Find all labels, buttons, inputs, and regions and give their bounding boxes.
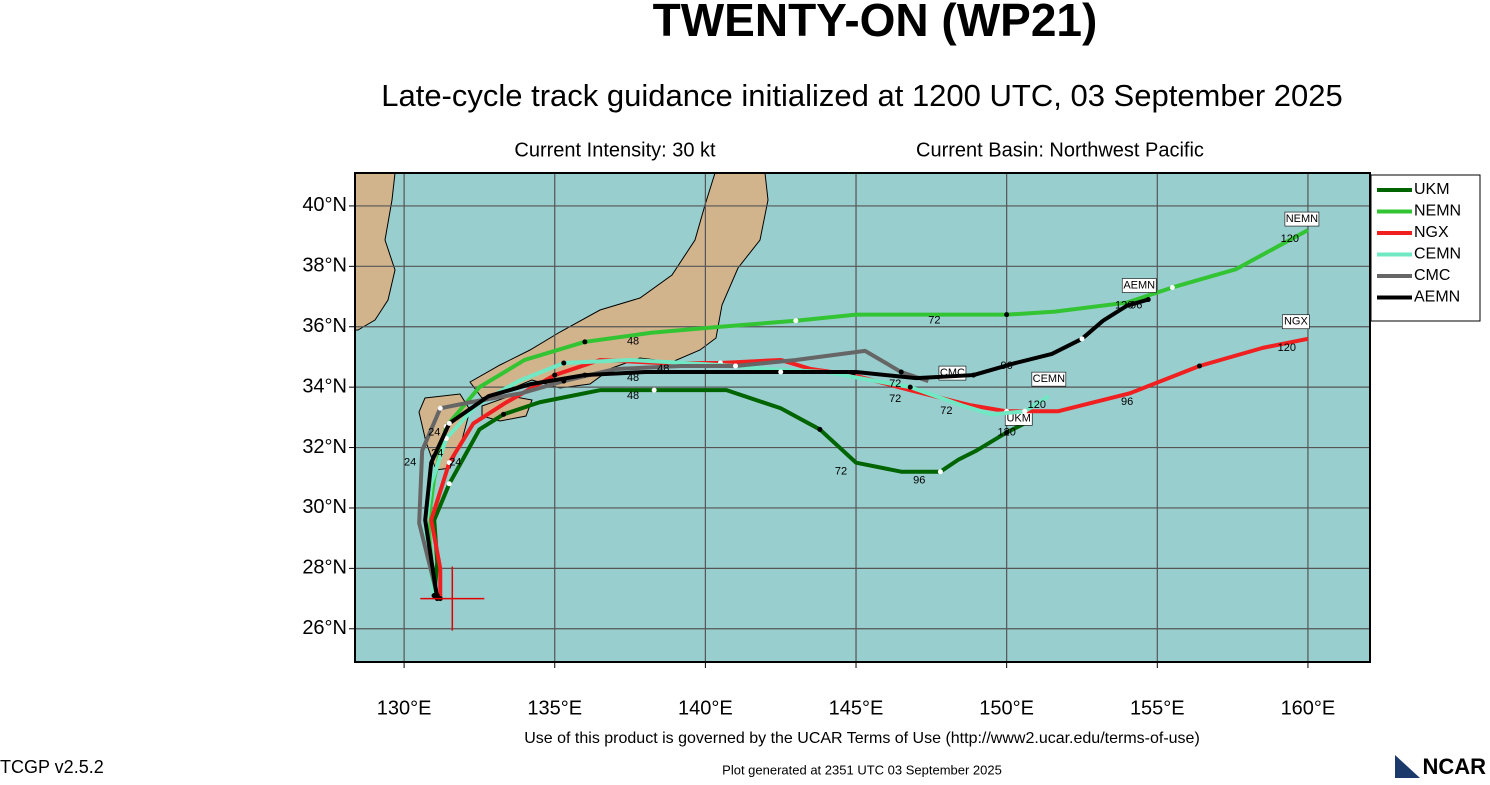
track-point: [582, 339, 588, 345]
hour-label: 48: [657, 363, 669, 375]
logo-mark: [1395, 755, 1420, 778]
track-end-label: AEMN: [1123, 279, 1155, 291]
hour-label: 96: [1001, 360, 1013, 372]
title: TWENTY-ON (WP21): [653, 0, 1098, 46]
version: TCGP v2.5.2: [0, 757, 104, 777]
track-point: [501, 411, 507, 417]
track-point: [1145, 297, 1151, 303]
track-end-label: NEMN: [1286, 213, 1318, 225]
hour-label: 24: [404, 457, 416, 469]
subtitle: Late-cycle track guidance initialized at…: [381, 78, 1343, 113]
legend-label: UKM: [1414, 181, 1450, 198]
track-point: [1004, 312, 1010, 318]
x-tick-label: 150°E: [979, 697, 1034, 719]
hour-label: 96: [1130, 300, 1142, 312]
track-line: [423, 357, 1050, 596]
track-end-label: UKM: [1006, 412, 1030, 424]
hour-label: 120: [1115, 300, 1133, 312]
y-tick-label: 30°N: [302, 496, 347, 518]
track-end-box: [1282, 314, 1310, 330]
hour-label: 48: [627, 336, 639, 348]
terms: Use of this product is governed by the U…: [524, 730, 1200, 747]
y-tick-label: 40°N: [302, 194, 347, 216]
x-tick-label: 135°E: [527, 697, 582, 719]
legend-label: NGX: [1414, 224, 1449, 241]
track-point: [561, 360, 567, 366]
hour-label: 72: [940, 405, 952, 417]
track-line: [432, 388, 1032, 596]
y-tick-label: 32°N: [302, 436, 347, 458]
basin: Current Basin: Northwest Pacific: [916, 139, 1204, 161]
hour-label: 72: [928, 315, 940, 327]
track-point: [817, 426, 823, 432]
hour-label: 96: [913, 475, 925, 487]
y-tick-label: 34°N: [302, 375, 347, 397]
track-point: [898, 369, 904, 375]
tracks: UKMNEMNNGXCEMNCMCAEMN4872120120969672727…: [404, 211, 1320, 631]
x-tick-label: 130°E: [377, 697, 432, 719]
grid: [349, 173, 1370, 668]
track-point: [437, 405, 443, 411]
x-tick-label: 145°E: [829, 697, 884, 719]
track-point: [937, 469, 943, 475]
y-tick-label: 36°N: [302, 315, 347, 337]
track-point: [651, 387, 657, 393]
x-tick-label: 155°E: [1130, 697, 1185, 719]
track-point: [582, 372, 588, 378]
x-tick-label: 140°E: [678, 697, 733, 719]
ocean: [355, 173, 1370, 662]
track-point: [446, 481, 452, 487]
track-point: [778, 369, 784, 375]
track-point: [971, 372, 977, 378]
korea: [355, 173, 396, 331]
track-end-box: [1284, 211, 1320, 227]
y-tick-label: 38°N: [302, 255, 347, 277]
hour-label: 72: [889, 378, 901, 390]
legend-label: AEMN: [1414, 289, 1460, 306]
track-point: [1004, 429, 1010, 435]
legend-label: CMC: [1414, 267, 1450, 284]
y-tick-label: 26°N: [302, 617, 347, 639]
track-point: [733, 363, 739, 369]
legend: UKM NEMN NGX CEMN CMC AEMN: [1377, 181, 1461, 306]
track-point: [1196, 363, 1202, 369]
track-point: [793, 318, 799, 324]
hour-label: 24: [449, 457, 461, 469]
track-end-label: CEMN: [1033, 373, 1065, 385]
hour-label: 48: [627, 372, 639, 384]
track-point: [446, 420, 452, 426]
track-point: [552, 372, 558, 378]
hour-label: 48: [627, 390, 639, 402]
hour-label: 24: [431, 447, 443, 459]
track-end-box: [1121, 278, 1157, 293]
hour-label: 120: [1278, 342, 1296, 354]
hour-label: 120: [1028, 399, 1046, 411]
hour-label: 120: [997, 426, 1015, 438]
track-point: [446, 460, 452, 466]
legend-label: CEMN: [1414, 246, 1461, 263]
legend-label: NEMN: [1414, 203, 1461, 220]
hour-label: 72: [835, 466, 847, 478]
track-point: [1079, 336, 1085, 342]
logo: NCAR: [1422, 754, 1486, 779]
track-point: [907, 384, 913, 390]
hour-label: 96: [1121, 396, 1133, 408]
intensity: Current Intensity: 30 kt: [514, 139, 716, 161]
x-tick-label: 160°E: [1281, 697, 1336, 719]
track-point: [1022, 408, 1028, 414]
track-end-box: [1031, 371, 1067, 387]
hour-label: 120: [1281, 233, 1299, 245]
hour-label: 24: [428, 426, 440, 438]
generated: Plot generated at 2351 UTC 03 September …: [722, 762, 1002, 777]
hour-label: 72: [889, 393, 901, 405]
y-tick-label: 28°N: [302, 557, 347, 579]
track-end-label: NGX: [1284, 316, 1309, 328]
track-point: [1169, 284, 1175, 290]
plot-frame: [354, 172, 1371, 663]
